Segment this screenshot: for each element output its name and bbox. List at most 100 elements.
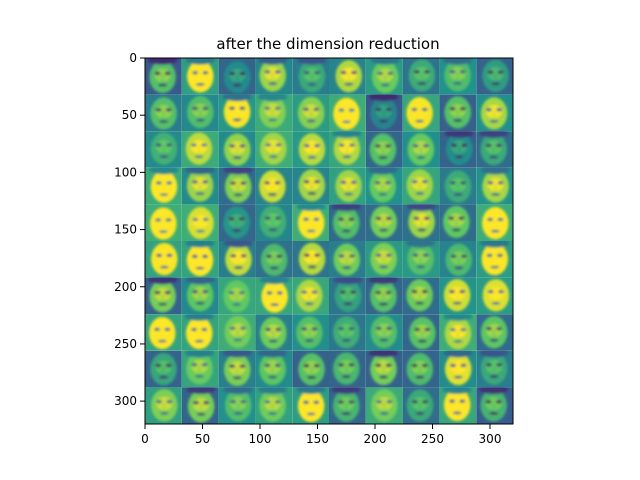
x-tick-label: 150 xyxy=(306,432,329,446)
face-tile xyxy=(181,350,219,388)
y-tick-label: 300 xyxy=(114,394,137,408)
face-tile xyxy=(292,314,330,351)
face-tile xyxy=(218,131,256,168)
axes-frame xyxy=(144,57,514,425)
y-tick-label: 150 xyxy=(114,223,137,237)
face-tile xyxy=(255,241,293,278)
face-tile xyxy=(402,131,440,168)
y-tick-label: 50 xyxy=(122,108,137,122)
face-tile xyxy=(218,58,256,95)
face-tile xyxy=(181,314,219,351)
face-tile xyxy=(218,314,256,351)
y-tick-label: 200 xyxy=(114,280,137,294)
face-tile xyxy=(329,241,366,278)
face-tile xyxy=(476,167,514,205)
face-tile xyxy=(365,131,403,168)
face-tile xyxy=(402,314,440,351)
face-tile xyxy=(329,314,366,351)
face-tile xyxy=(145,387,182,424)
face-tile xyxy=(402,94,440,132)
face-tile xyxy=(476,241,514,278)
face-tile xyxy=(439,204,477,241)
face-tile xyxy=(181,167,219,205)
face-tile xyxy=(329,387,366,424)
face-tile xyxy=(439,277,477,315)
face-tile xyxy=(476,94,514,132)
face-tile xyxy=(476,387,514,424)
face-tile xyxy=(181,58,219,95)
face-tile xyxy=(292,350,330,388)
face-tile xyxy=(476,131,514,168)
face-tile xyxy=(255,58,293,95)
face-tile xyxy=(402,387,440,424)
face-tile xyxy=(292,277,330,315)
face-tile xyxy=(145,94,182,132)
face-tile xyxy=(145,58,182,95)
face-tile xyxy=(329,350,366,388)
face-tile xyxy=(218,204,256,241)
x-tick-label: 50 xyxy=(195,432,210,446)
y-tick-label: 0 xyxy=(129,51,137,65)
face-tile xyxy=(292,58,330,95)
face-tile xyxy=(476,58,514,95)
y-axis-ticks: 0 50 100 150 200 250 300 xyxy=(114,51,145,408)
x-tick-label: 300 xyxy=(479,432,502,446)
x-tick-label: 200 xyxy=(364,432,387,446)
face-tile xyxy=(255,277,293,315)
face-tile xyxy=(181,131,219,168)
face-tile xyxy=(292,167,330,205)
face-tile xyxy=(439,167,477,205)
face-tile xyxy=(255,204,293,241)
face-tile xyxy=(329,131,366,168)
face-tile xyxy=(181,241,219,278)
face-tile xyxy=(439,350,477,388)
face-tile xyxy=(329,58,366,95)
x-axis-ticks: 0 50 100 150 200 250 300 xyxy=(141,424,501,446)
face-tile xyxy=(292,241,330,278)
face-tile xyxy=(365,350,403,388)
face-tile xyxy=(255,314,293,351)
face-tile xyxy=(476,350,514,388)
face-tile xyxy=(292,131,330,168)
face-tile xyxy=(255,131,293,168)
face-tile xyxy=(402,241,440,278)
face-tile xyxy=(255,167,293,205)
face-tile xyxy=(365,167,403,205)
face-tile xyxy=(365,314,403,351)
face-tile xyxy=(365,241,403,278)
face-tile xyxy=(145,167,182,205)
face-tile xyxy=(439,387,477,424)
y-tick-label: 100 xyxy=(114,165,137,179)
face-tile xyxy=(145,277,182,315)
face-tile xyxy=(292,204,330,241)
face-tile xyxy=(145,314,182,351)
face-tile xyxy=(476,277,514,315)
face-tile xyxy=(402,167,440,205)
face-tile xyxy=(181,204,219,241)
face-tile xyxy=(365,277,403,315)
face-tile xyxy=(402,58,440,95)
face-tile xyxy=(329,204,366,241)
face-tile xyxy=(292,94,330,132)
face-tile xyxy=(255,350,293,388)
face-tile xyxy=(439,314,477,351)
face-tile xyxy=(218,241,256,278)
face-tile xyxy=(218,94,256,132)
face-tile xyxy=(402,204,440,241)
face-tile xyxy=(365,94,403,132)
x-tick-label: 100 xyxy=(249,432,272,446)
face-tile xyxy=(365,204,403,241)
x-tick-label: 250 xyxy=(421,432,444,446)
face-tile xyxy=(329,277,366,315)
face-tile xyxy=(402,277,440,315)
face-tile xyxy=(181,94,219,132)
y-tick-label: 250 xyxy=(114,337,137,351)
face-tile xyxy=(329,167,366,205)
face-tile xyxy=(402,350,440,388)
face-tile xyxy=(145,204,182,241)
face-tile xyxy=(255,387,293,424)
face-tile xyxy=(365,58,403,95)
face-tile xyxy=(476,204,514,241)
